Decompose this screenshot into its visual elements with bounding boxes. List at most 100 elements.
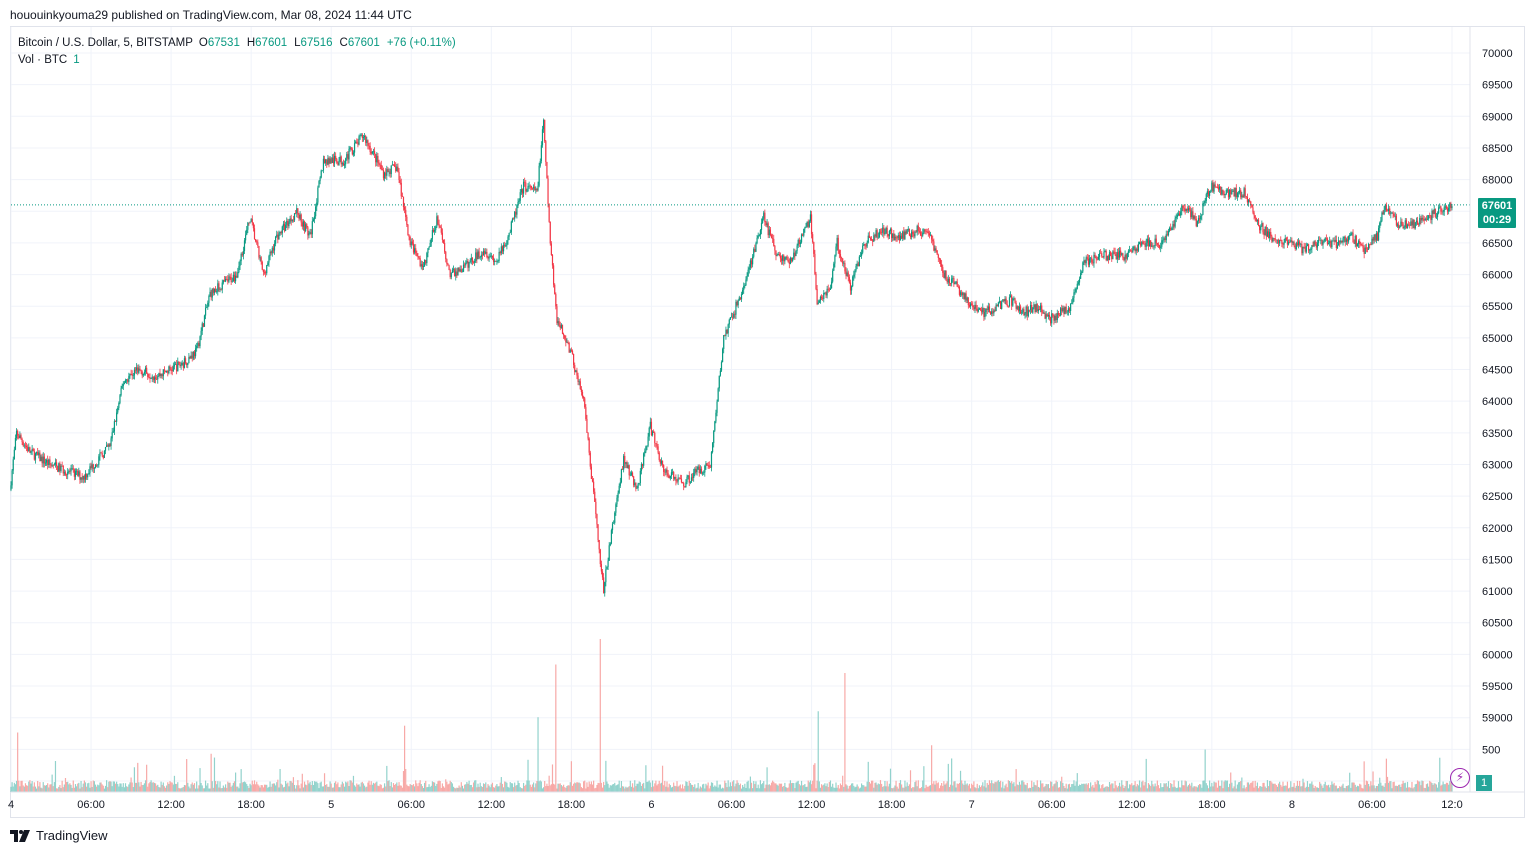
volume-bar	[395, 783, 397, 792]
volume-bar	[222, 785, 224, 792]
volume-bar	[127, 786, 129, 792]
volume-bar	[1378, 783, 1380, 792]
candle-body	[253, 228, 256, 240]
volume-bar	[717, 787, 719, 792]
candle-body	[1145, 242, 1147, 247]
candle-body	[845, 271, 847, 276]
volume-bar	[1223, 781, 1225, 792]
volume-bar	[1031, 780, 1033, 792]
volume-bar	[1137, 785, 1140, 792]
candle-body	[808, 221, 810, 227]
candle-body	[747, 269, 749, 276]
candle-body	[333, 155, 336, 164]
volume-bar	[1345, 786, 1347, 792]
candle-body	[200, 330, 202, 337]
volume-bar	[1128, 784, 1131, 792]
volume-bar	[736, 780, 738, 792]
volume-bar	[933, 781, 935, 792]
candle-body	[1191, 211, 1193, 218]
candle-body	[957, 286, 959, 288]
volume-bar	[426, 787, 428, 792]
volume-bar	[315, 781, 317, 792]
candle-body	[1227, 189, 1230, 198]
volume-bar	[183, 785, 186, 792]
candle-body	[176, 364, 178, 372]
volume-bar	[180, 788, 182, 792]
candle-body	[1267, 231, 1270, 238]
candle-body	[1303, 246, 1305, 248]
volume-bar	[680, 788, 683, 792]
volume-bar	[608, 787, 610, 792]
volume-bar	[594, 788, 596, 792]
volume-bar	[1130, 784, 1132, 792]
candle-body	[575, 370, 577, 373]
candle-body	[892, 233, 894, 239]
candle-body	[1044, 312, 1046, 319]
volume-bar	[768, 784, 770, 792]
volume-bar	[540, 781, 542, 792]
volume-bar	[1354, 784, 1356, 792]
volume-bar	[1184, 780, 1186, 792]
candle-body	[695, 468, 697, 473]
volume-bar	[70, 784, 72, 792]
candle-body	[905, 231, 907, 234]
volume-bar	[1173, 780, 1175, 792]
candle-body	[1245, 196, 1247, 197]
candle-body	[1017, 306, 1019, 311]
candle-body	[670, 472, 673, 476]
candle-body	[779, 255, 782, 259]
candle-body	[512, 218, 515, 220]
volume-bar	[1093, 787, 1095, 792]
candle-body	[61, 465, 63, 467]
volume-bar	[1212, 786, 1214, 792]
volume-bar	[428, 784, 430, 792]
volume-bar	[187, 782, 189, 792]
volume-bar	[1237, 782, 1240, 792]
footer-brand[interactable]: TradingView	[10, 828, 108, 843]
volume-bar	[544, 781, 546, 792]
candle-body	[1021, 312, 1023, 314]
volume-bar	[1280, 784, 1282, 792]
volume-bar	[514, 782, 516, 792]
candle-body	[952, 278, 954, 279]
volume-bar	[1362, 788, 1364, 792]
volume-bar	[336, 784, 338, 792]
volume-bar	[909, 770, 912, 792]
lightning-icon[interactable]: ⚡	[1450, 768, 1470, 788]
volume-bar	[23, 786, 25, 792]
volume-bar	[1254, 780, 1256, 792]
volume-bar	[567, 785, 569, 792]
candle-body	[732, 316, 734, 318]
candle-body	[547, 178, 549, 204]
volume-bar	[1286, 781, 1289, 792]
volume-bar	[816, 780, 818, 792]
volume-bar	[720, 788, 723, 792]
candle-body	[1123, 257, 1125, 261]
candle-body	[315, 206, 317, 217]
candle-body	[318, 181, 320, 188]
volume-bar	[1333, 782, 1335, 792]
volume-bar	[681, 784, 684, 792]
volume-bar	[1182, 785, 1184, 792]
candle-body	[614, 512, 616, 523]
candle-body	[98, 456, 100, 465]
candle-body	[694, 468, 696, 473]
volume-bar	[375, 782, 377, 792]
candle-body	[524, 181, 526, 183]
volume-bar	[218, 787, 220, 792]
candle-body	[441, 232, 444, 240]
volume-bar	[111, 786, 113, 792]
volume-bar	[691, 784, 694, 792]
volume-bar	[309, 781, 311, 792]
candle-body	[302, 221, 305, 227]
volume-bar	[492, 787, 495, 792]
candle-body	[797, 239, 799, 246]
candle-body	[187, 363, 189, 366]
volume-bar	[1246, 782, 1249, 792]
candle-body	[609, 543, 611, 546]
candle-body	[544, 120, 546, 142]
candle-body	[968, 305, 971, 307]
candle-body	[629, 474, 631, 476]
volume-bar	[599, 639, 601, 792]
